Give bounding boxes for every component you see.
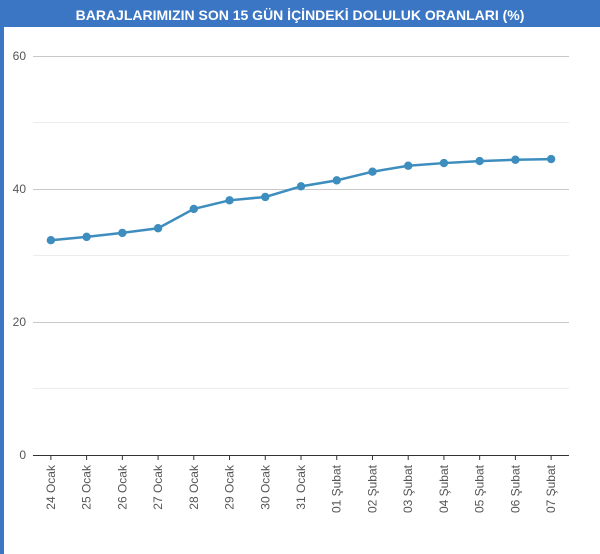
y-tick-label: 40 <box>13 182 27 196</box>
data-point <box>296 182 306 191</box>
x-tick-label: 03 Şubat <box>401 464 415 513</box>
x-tick-label: 07 Şubat <box>544 464 558 513</box>
y-tick-label: 20 <box>13 315 27 329</box>
y-tick-label: 0 <box>19 448 26 462</box>
x-tick-label: 31 Ocak <box>294 464 308 510</box>
data-point <box>404 161 413 170</box>
x-tick-label: 30 Ocak <box>258 464 272 510</box>
x-tick-label: 01 Şubat <box>330 464 344 513</box>
x-tick-label: 27 Ocak <box>151 464 165 510</box>
x-tick-label: 29 Ocak <box>223 464 237 510</box>
data-point <box>118 228 127 238</box>
data-point <box>46 236 56 245</box>
x-tick-label: 26 Ocak <box>115 464 129 510</box>
data-point <box>189 204 198 214</box>
data-point <box>511 155 520 164</box>
y-tick-label: 60 <box>13 49 27 63</box>
x-tick-label: 04 Şubat <box>437 464 451 513</box>
left-accent-bar <box>0 0 4 554</box>
data-point <box>546 154 556 164</box>
data-point <box>368 167 377 176</box>
series-line <box>50 157 552 242</box>
data-point <box>225 196 234 205</box>
chart-title: BARAJLARIMIZIN SON 15 GÜN İÇİNDEKİ DOLUL… <box>0 0 600 27</box>
data-point <box>153 224 163 233</box>
data-point <box>439 158 449 168</box>
x-tick-label: 06 Şubat <box>508 464 522 513</box>
x-tick-label: 05 Şubat <box>473 464 487 513</box>
data-point <box>82 232 91 242</box>
data-point <box>475 156 484 166</box>
x-tick-label: 28 Ocak <box>187 464 201 510</box>
data-point <box>261 192 270 202</box>
x-tick-label: 24 Ocak <box>44 464 58 510</box>
x-tick-label: 02 Şubat <box>365 464 379 513</box>
x-tick-label: 25 Ocak <box>80 464 94 510</box>
data-point <box>332 176 341 185</box>
